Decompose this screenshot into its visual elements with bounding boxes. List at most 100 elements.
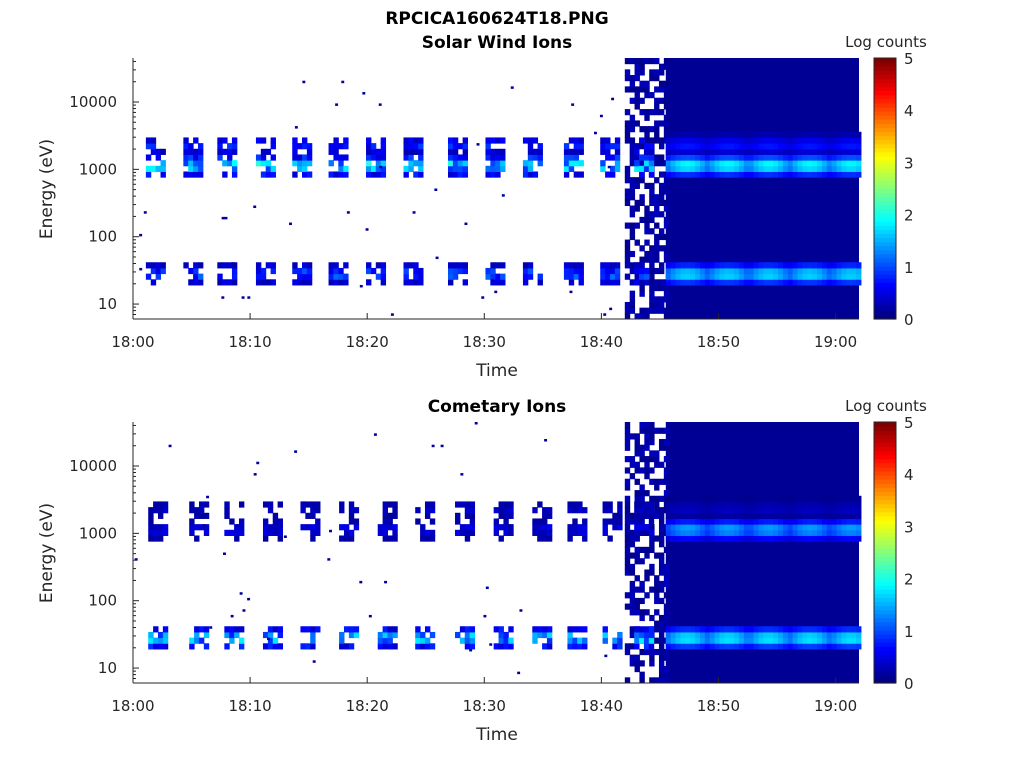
figure-title: RPCICA160624T18.PNG <box>385 9 608 29</box>
spectrogram-cell <box>648 529 655 536</box>
spectrogram-cell <box>719 512 725 519</box>
spectrogram-cell <box>485 143 491 150</box>
spectrogram-cell <box>826 154 833 161</box>
spectrogram-cell <box>418 148 424 155</box>
spectrogram-cell <box>768 154 774 161</box>
spectrogram-cell <box>639 467 645 474</box>
spectrogram-cell <box>644 490 650 497</box>
spectrogram-cell <box>392 626 398 633</box>
colorbar-segment <box>874 58 896 63</box>
spectrogram-cell <box>649 478 655 485</box>
spectrogram-cell <box>704 529 711 536</box>
spectrogram-cell <box>292 154 298 161</box>
spectrogram-cell <box>817 524 823 531</box>
spectrogram-cell <box>498 512 504 519</box>
spectrogram-cell <box>797 501 803 508</box>
spectrogram-cell <box>851 143 857 150</box>
spectrogram-cell <box>665 495 672 502</box>
spectrogram-cell <box>629 529 636 536</box>
spectrogram-cell <box>408 143 414 150</box>
spectrogram-cell <box>695 637 701 644</box>
spectrogram-cell <box>658 597 665 605</box>
spectrogram-cell <box>429 643 436 650</box>
spectrogram-cell <box>778 637 784 644</box>
colorbar-segment <box>874 212 896 218</box>
spectrogram-cell <box>670 267 677 275</box>
spectrogram-cell <box>658 439 665 446</box>
spectrogram-cell <box>695 131 701 138</box>
spectrogram-cell <box>841 512 847 519</box>
spectrogram-cell <box>459 501 466 508</box>
spectrogram-cell <box>368 614 372 618</box>
spectrogram-cell <box>734 643 740 650</box>
spectrogram-cell <box>649 256 655 263</box>
colorbar-tick-label: 4 <box>904 102 914 120</box>
spectrogram-cell <box>532 524 538 531</box>
spectrogram-cell <box>841 631 847 639</box>
spectrogram-cell <box>262 501 269 508</box>
colorbar-segment <box>874 495 896 501</box>
spectrogram-cell <box>670 154 677 161</box>
spectrogram-cell <box>778 512 784 519</box>
spectrogram-cell <box>238 643 245 650</box>
spectrogram-cell <box>602 501 608 508</box>
spectrogram-cell <box>639 546 645 553</box>
spectrogram-cell <box>782 512 789 519</box>
spectrogram-cell <box>753 165 759 172</box>
spectrogram-cell <box>614 262 621 269</box>
spectrogram-cell <box>663 427 670 434</box>
spectrogram-cell <box>778 154 784 161</box>
spectrogram-cell <box>734 171 740 178</box>
spectrogram-cell <box>663 97 670 104</box>
spectrogram-cell <box>675 131 681 138</box>
spectrogram-cell <box>690 131 696 138</box>
spectrogram-cell <box>600 262 606 269</box>
spectrogram-cell <box>690 267 696 275</box>
spectrogram-cell <box>792 262 799 269</box>
spectrogram-cell <box>639 86 645 93</box>
spectrogram-cell <box>846 131 852 138</box>
spectrogram-cell <box>851 131 857 138</box>
spectrogram-cell <box>748 637 755 644</box>
spectrogram-cell <box>768 535 774 542</box>
spectrogram-cell <box>578 171 584 178</box>
spectrogram-cell <box>582 626 588 633</box>
spectrogram-cell <box>699 495 706 502</box>
spectrogram-cell <box>333 267 339 275</box>
spectrogram-cell <box>403 267 409 275</box>
spectrogram-cell <box>704 524 711 531</box>
spectrogram-cell <box>649 137 655 144</box>
spectrogram-cell <box>778 148 784 155</box>
spectrogram-cell <box>821 148 828 155</box>
spectrogram-cell <box>658 301 665 309</box>
spectrogram-cell <box>634 148 640 155</box>
spectrogram-cell <box>836 137 842 144</box>
colorbar-segment <box>874 127 896 133</box>
spectrogram-cell <box>498 637 504 644</box>
spectrogram-cell <box>310 535 316 542</box>
spectrogram-cell <box>846 512 852 519</box>
spectrogram-cell <box>654 501 660 508</box>
spectrogram-cell <box>629 563 636 571</box>
spectrogram-cell <box>380 160 387 167</box>
spectrogram-cell <box>527 262 534 269</box>
spectrogram-cell <box>348 626 355 633</box>
spectrogram-cell <box>572 637 578 644</box>
spectrogram-cell <box>578 273 584 280</box>
spectrogram-cell <box>851 507 857 514</box>
spectrogram-cell <box>639 290 645 297</box>
spectrogram-cell <box>188 160 194 167</box>
spectrogram-cell <box>670 524 677 531</box>
spectrogram-cell <box>709 171 716 178</box>
spectrogram-cell <box>654 160 660 167</box>
spectrogram-cell <box>856 507 862 514</box>
spectrogram-cell <box>719 626 725 633</box>
spectrogram-cell <box>624 422 631 429</box>
spectrogram-cell <box>856 165 862 172</box>
spectrogram-cell <box>380 148 387 155</box>
spectrogram-cell <box>817 495 823 502</box>
spectrogram-cell <box>328 262 334 269</box>
spectrogram-cell <box>748 631 755 639</box>
spectrogram-cell <box>675 279 681 286</box>
spectrogram-cell <box>639 279 645 286</box>
